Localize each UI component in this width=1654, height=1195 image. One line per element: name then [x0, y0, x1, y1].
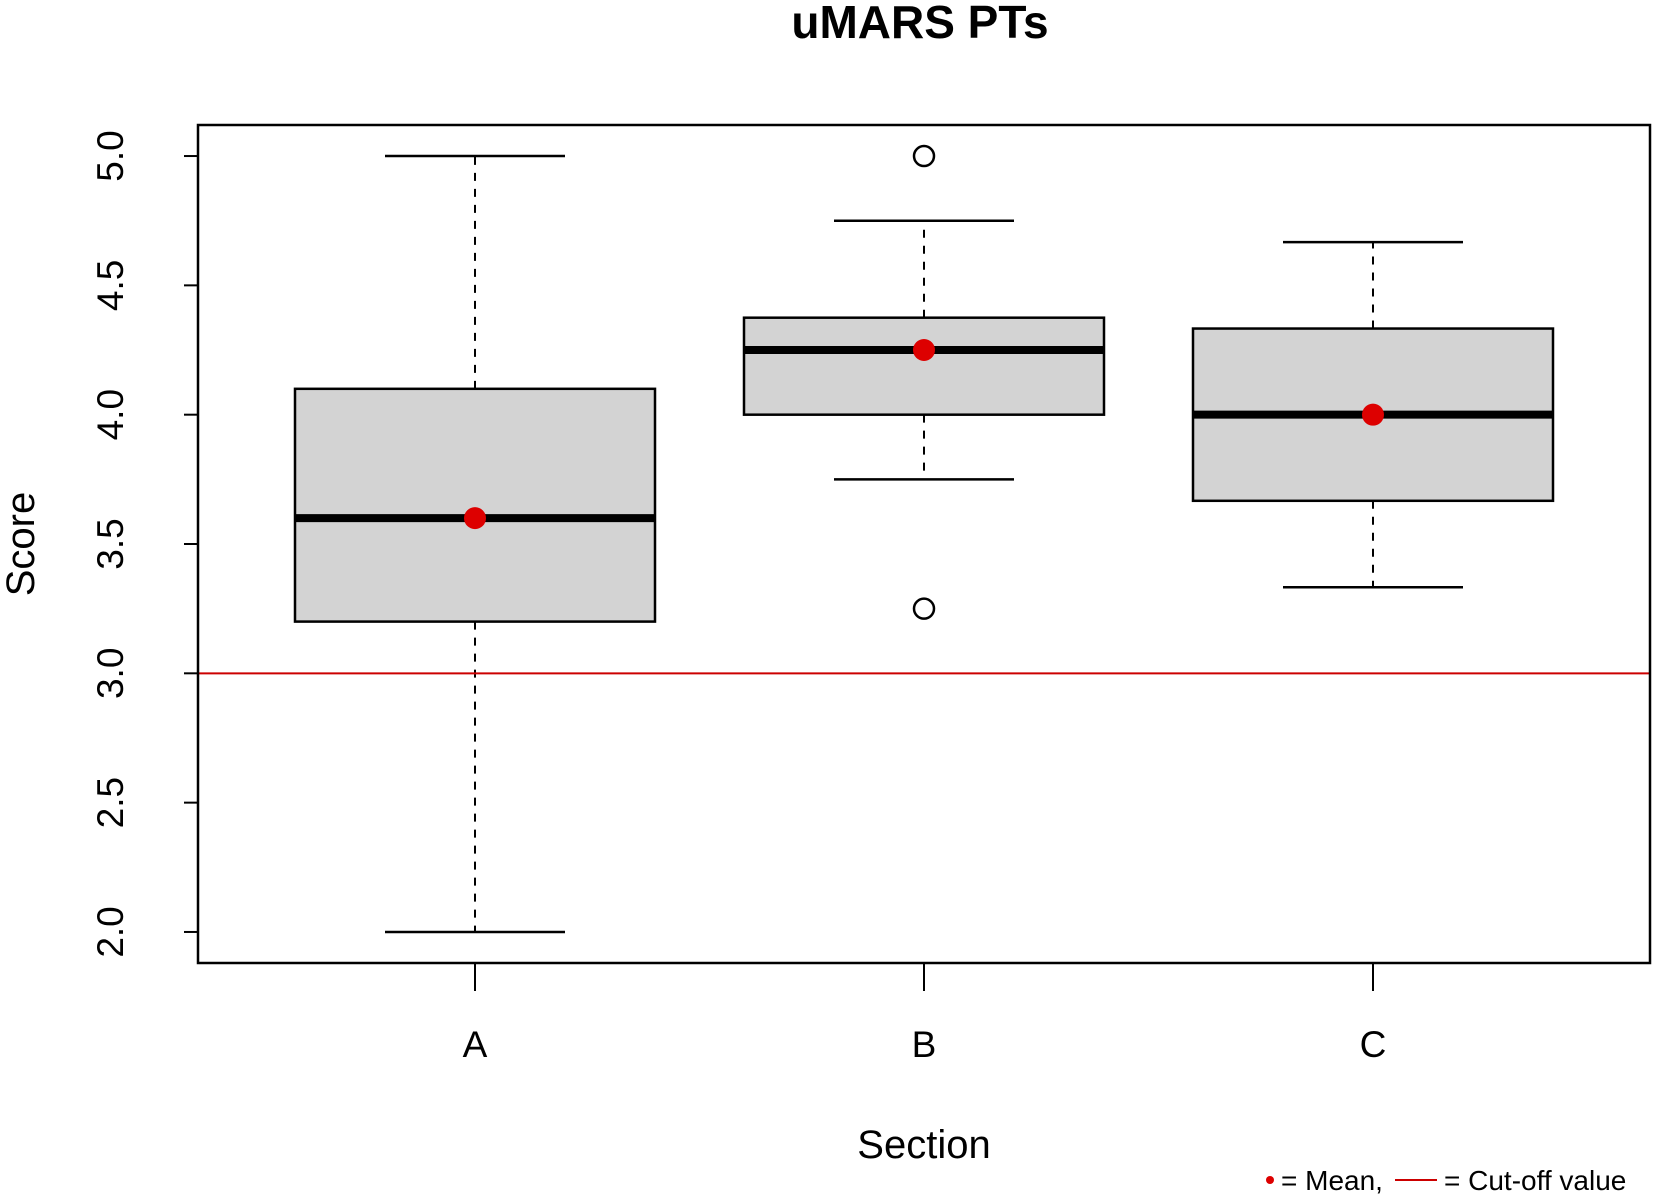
mean-point: [464, 507, 486, 530]
legend-mean-label: = Mean,: [1281, 1165, 1383, 1195]
x-axis-label: Section: [857, 1123, 990, 1167]
legend: = Mean, = Cut-off value: [1266, 1165, 1626, 1195]
mean-point: [913, 339, 935, 362]
chart-title: uMARS PTs: [791, 0, 1048, 48]
box-b: [742, 144, 1106, 620]
x-tick-label: C: [1360, 1024, 1387, 1065]
y-tick-label: 3.5: [90, 518, 131, 569]
y-tick-label: 3.0: [90, 648, 131, 699]
y-tick-label: 4.0: [90, 389, 131, 440]
iqr-box: [742, 316, 1106, 416]
y-axis: 2.0 2.5 3.0 3.5 4.0 4.5 5.0: [90, 130, 198, 958]
legend-mean-marker: [1266, 1176, 1274, 1184]
plot-area: [198, 144, 1650, 934]
box-c: [1191, 240, 1555, 589]
mean-point: [1362, 403, 1384, 426]
iqr-box: [293, 387, 657, 623]
y-tick-label: 2.5: [90, 777, 131, 828]
y-axis-label: Score: [0, 492, 43, 597]
box-a: [293, 154, 657, 934]
x-tick-label: B: [912, 1024, 937, 1065]
legend-cutoff-label: = Cut-off value: [1444, 1165, 1626, 1195]
outlier-point: [912, 597, 936, 620]
y-tick-label: 2.0: [90, 906, 131, 957]
x-tick-label: A: [463, 1024, 488, 1065]
x-axis: A B C: [463, 963, 1387, 1065]
y-tick-label: 4.5: [90, 260, 131, 311]
y-tick-label: 5.0: [90, 130, 131, 181]
outlier-point: [912, 144, 936, 168]
